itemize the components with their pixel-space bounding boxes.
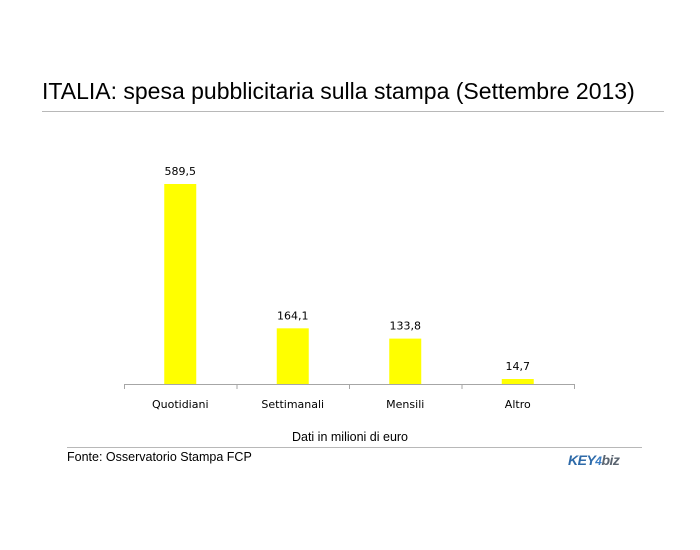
value-label-settimanali: 164,1 xyxy=(277,309,309,322)
x-tick-labels: Quotidiani Settimanali Mensili Altro xyxy=(152,398,531,411)
bar-mensili xyxy=(389,338,422,384)
tick-label-altro: Altro xyxy=(505,398,531,411)
value-labels-layer: 589,5 164,1 133,8 14,7 xyxy=(165,165,531,373)
bar-quotidiani xyxy=(164,184,197,384)
tick-label-settimanali: Settimanali xyxy=(261,398,324,411)
value-label-mensili: 133,8 xyxy=(390,320,422,333)
logo-4-text: 4 xyxy=(595,454,602,468)
tick-label-mensili: Mensili xyxy=(386,398,424,411)
footer-divider xyxy=(67,447,642,448)
bar-chart: 589,5 164,1 133,8 14,7 Quotidiani Settimanal… xyxy=(124,165,575,411)
bars-layer xyxy=(164,184,534,384)
chart-title: ITALIA: spesa pubblicitaria sulla stampa… xyxy=(42,78,635,104)
title-divider xyxy=(42,111,664,112)
unit-note: Dati in milioni di euro xyxy=(291,430,409,444)
source-note: Fonte: Osservatorio Stampa FCP xyxy=(67,450,252,464)
value-label-quotidiani: 589,5 xyxy=(165,165,197,178)
key4biz-logo: KEY4biz xyxy=(568,452,620,472)
bar-settimanali xyxy=(276,328,309,384)
x-axis xyxy=(124,384,575,389)
bar-altro xyxy=(501,379,534,384)
tick-label-quotidiani: Quotidiani xyxy=(152,398,209,411)
value-label-altro: 14,7 xyxy=(506,360,531,373)
logo-biz-text: biz xyxy=(601,452,620,468)
logo-key-text: KEY xyxy=(568,452,596,468)
